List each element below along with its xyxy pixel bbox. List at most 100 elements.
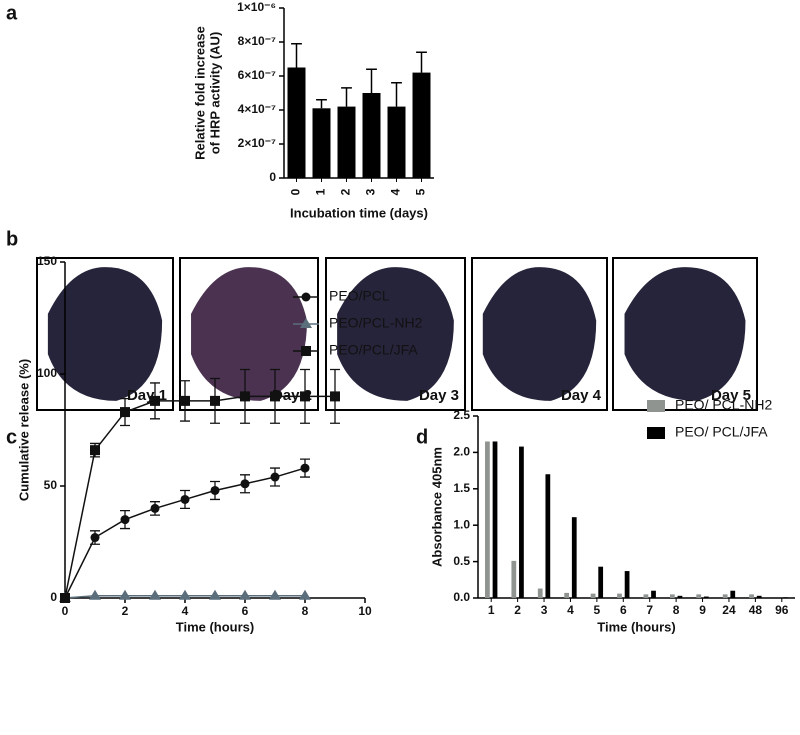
y-axis-label: Cumulative release (%)	[16, 359, 31, 501]
bar	[545, 474, 551, 598]
bar	[492, 441, 498, 598]
bar	[651, 590, 656, 598]
y-tick-label: 2×10⁻⁷	[238, 136, 276, 150]
scaffold-photo	[482, 267, 597, 401]
bar	[703, 596, 709, 598]
y-tick-label: 8×10⁻⁷	[238, 34, 276, 48]
marker	[270, 391, 280, 402]
x-tick-label: 2	[122, 604, 129, 618]
marker	[299, 589, 311, 600]
y-tick-label: 0.5	[453, 554, 470, 568]
error-bar	[366, 68, 377, 93]
y-tick-label: 0	[269, 170, 276, 184]
x-tick-label: 3	[541, 603, 548, 617]
legend-label: PEO/PCL/JFA	[329, 342, 418, 358]
panel-label: b	[6, 228, 18, 250]
x-tick-label: 2	[514, 603, 521, 617]
bar	[696, 594, 702, 598]
y-tick-label: 4×10⁻⁷	[238, 102, 276, 116]
x-axis-label: Incubation time (days)	[290, 205, 428, 220]
bar	[749, 594, 754, 598]
scaffold-photo	[337, 267, 454, 401]
legend-label: PEO/ PCL-NH2	[675, 397, 772, 413]
marker	[120, 515, 130, 525]
marker	[240, 391, 250, 402]
x-tick-label: 5	[414, 188, 428, 195]
x-tick-label: 24	[722, 603, 736, 617]
x-tick-label: 96	[775, 603, 789, 617]
line	[64, 467, 306, 599]
bar	[730, 590, 736, 598]
x-tick-label: 1	[488, 603, 495, 617]
legend-swatch	[647, 400, 665, 412]
y-tick-label: 150	[37, 254, 57, 268]
panel-label: c	[6, 426, 17, 448]
bar	[337, 106, 356, 178]
bar	[643, 594, 649, 598]
legend-label: PEO/PCL-NH2	[329, 315, 423, 331]
bar	[485, 441, 490, 598]
legend-label: PEO/PCL	[329, 288, 390, 304]
error-bar	[391, 82, 402, 107]
error-bar	[341, 87, 352, 107]
bar	[722, 594, 728, 598]
scaffold-photo	[191, 267, 307, 401]
bar	[387, 106, 406, 178]
photo-caption: Day 4	[561, 387, 602, 404]
y-tick-label: 1.0	[453, 517, 470, 531]
bar	[669, 594, 675, 598]
marker	[330, 391, 340, 402]
y-tick-label: 1×10⁻⁶	[237, 0, 276, 14]
x-tick-label: 0	[62, 604, 69, 618]
marker	[60, 593, 70, 603]
y-tick-label: 1.5	[453, 481, 470, 495]
y-tick-label: 0	[50, 590, 57, 604]
y-tick-label: 2.0	[453, 445, 470, 459]
x-tick-label: 6	[620, 603, 627, 617]
x-tick-label: 1	[314, 188, 328, 195]
legend-marker	[301, 292, 311, 302]
marker	[240, 479, 250, 489]
photo-caption: Day 5	[711, 387, 751, 404]
bar	[783, 597, 788, 598]
bar	[287, 67, 306, 178]
marker	[180, 494, 190, 504]
bar	[511, 560, 517, 598]
x-tick-label: 8	[302, 604, 309, 618]
marker	[150, 503, 160, 513]
marker	[120, 407, 130, 418]
legend-marker	[300, 318, 312, 328]
legend-label: PEO/ PCL/JFA	[675, 424, 768, 440]
x-tick-label: 4	[567, 603, 574, 617]
marker	[90, 533, 100, 543]
marker	[119, 589, 131, 600]
bar	[756, 595, 762, 598]
error-bar	[316, 99, 327, 109]
y-axis-label: Relative fold increase	[192, 26, 207, 160]
scaffold-photo	[47, 267, 163, 401]
x-axis-label: Time (hours)	[176, 619, 255, 634]
x-tick-label: 4	[182, 604, 189, 618]
x-tick-label: 9	[699, 603, 706, 617]
legend-marker	[301, 346, 311, 356]
line	[64, 395, 335, 599]
bar	[571, 517, 577, 598]
y-tick-label: 50	[44, 478, 58, 492]
y-axis-label: Absorbance 405nm	[429, 447, 444, 567]
marker	[269, 589, 281, 600]
x-tick-label: 6	[242, 604, 249, 618]
bar	[564, 592, 570, 598]
marker	[150, 395, 160, 406]
y-axis-label: of HRP activity (AU)	[207, 32, 222, 155]
legend-swatch	[647, 427, 665, 439]
x-tick-label: 48	[749, 603, 763, 617]
marker	[270, 472, 280, 482]
bar	[624, 571, 630, 598]
y-tick-label: 6×10⁻⁷	[238, 68, 276, 82]
x-axis-label: Time (hours)	[597, 619, 676, 634]
marker	[300, 391, 310, 402]
x-tick-label: 2	[339, 188, 353, 195]
y-tick-label: 100	[37, 366, 57, 380]
bar	[362, 93, 381, 178]
